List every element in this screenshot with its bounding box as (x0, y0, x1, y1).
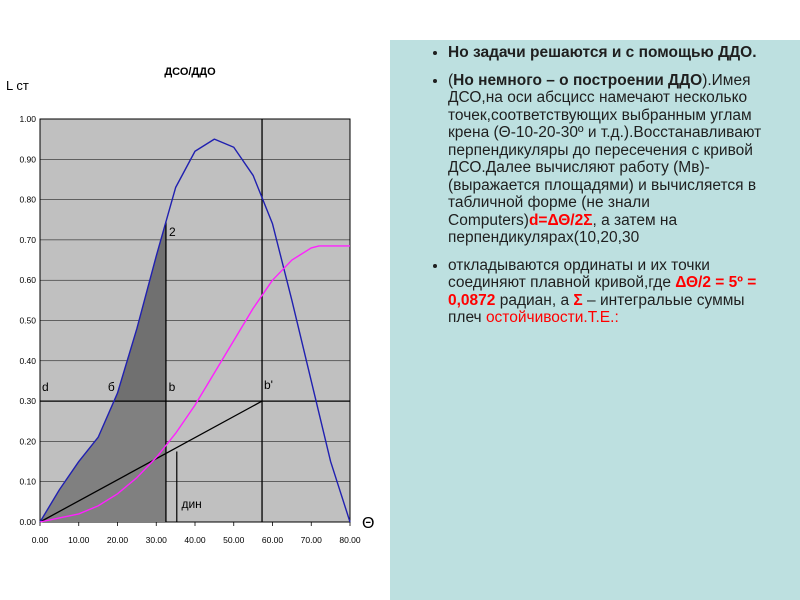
bullet-1-text: Но задачи решаются и с помощью ДДО. (448, 44, 757, 61)
x-tick-label: 40.00 (184, 535, 206, 545)
x-axis-label: Θ (362, 515, 374, 532)
y-tick-label: 0.20 (19, 436, 36, 446)
top-band (0, 0, 800, 40)
shaded-area (40, 221, 166, 522)
annotation-label: 2 (169, 225, 176, 239)
y-tick-label: 0.40 (19, 356, 36, 366)
bullet-2-tail: , а затем на перпендикулярах(10,20,30 (448, 211, 678, 247)
bullet-3-formula: ΔΘ/2 = 5º = 0,0872 (448, 274, 757, 309)
bullet-3-end: Т.Е.: (587, 309, 619, 326)
bullet-2-bold: Но немного – о построении ДДО (453, 71, 703, 89)
bullet-3: откладываются ординаты и их точки соедин… (448, 257, 780, 327)
text-panel: Но задачи решаются и с помощью ДДО. (Но … (420, 44, 780, 337)
bullet-3-mid: радиан, а (495, 291, 574, 309)
bullet-2-open: ( (448, 71, 454, 89)
shaded-area-dark (40, 221, 166, 402)
y-tick-label: 0.00 (19, 517, 36, 527)
y-tick-label: 0.30 (19, 396, 36, 406)
bullet-3-text: откладываются ординаты и их точки соедин… (448, 256, 710, 292)
x-tick-label: 60.00 (262, 535, 284, 545)
y-axis-label: L ст (6, 78, 29, 93)
bullet-3-sigma: Σ (573, 291, 583, 309)
annotation-label: b' (264, 378, 273, 392)
bullet-3-mid2: – интегральые суммы плеч (448, 291, 745, 327)
annotation-label: b (169, 380, 176, 394)
tangent-line (39, 400, 263, 523)
chart: 0.00 0.10 0.20 0.30 0.40 0.50 0.60 0.70 0.80 0.90… (6, 66, 374, 545)
series-line-dso (39, 138, 351, 523)
x-tick-label: 0.00 (32, 535, 49, 545)
x-tick-label: 50.00 (223, 535, 245, 545)
annotation-label: б (108, 380, 115, 394)
chart-title: ДСО/ДДО (164, 66, 216, 78)
x-tick-label: 70.00 (301, 535, 323, 545)
annotation-label: дин (181, 497, 201, 511)
series-line-ddo (39, 245, 350, 523)
y-tick-label: 0.10 (19, 477, 36, 487)
y-tick-label: 0.70 (19, 235, 36, 245)
y-tick-label: 0.60 (19, 275, 36, 285)
y-tick-label: 0.50 (19, 316, 36, 326)
bullet-3-red: остойчивости. (485, 309, 588, 326)
y-tick-label: 0.90 (19, 154, 36, 164)
x-tick-label: 20.00 (107, 535, 129, 545)
y-tick-label: 0.80 (19, 195, 36, 205)
annotation-label: d (42, 380, 49, 394)
bullet-2-text: ).Имея ДСО,на оси абсцисс намечают неско… (448, 71, 762, 229)
y-tick-label: 1.00 (19, 114, 36, 124)
x-tick-label: 80.00 (339, 535, 361, 545)
bullet-2-formula: d=ΔΘ/2Σ (528, 211, 593, 229)
x-tick-label: 10.00 (68, 535, 90, 545)
x-tick-label: 30.00 (146, 535, 168, 545)
bullet-1: Но задачи решаются и с помощью ДДО. (448, 44, 780, 62)
bullet-2: (Но немного – о построении ДДО).Имея ДСО… (448, 72, 780, 247)
